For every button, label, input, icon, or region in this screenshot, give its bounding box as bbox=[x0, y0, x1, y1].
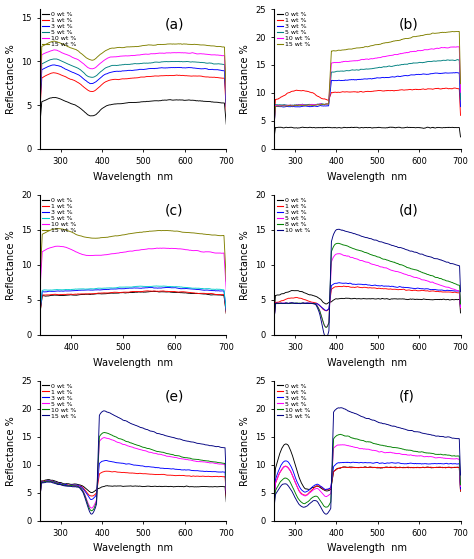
Y-axis label: Reflectance %: Reflectance % bbox=[240, 44, 250, 114]
X-axis label: Wavelength  nm: Wavelength nm bbox=[93, 172, 173, 182]
Text: (c): (c) bbox=[165, 203, 183, 217]
Legend: 0 wt %, 1 wt %, 3 wt %, 5 wt %, 10 wt %, 15 wt %: 0 wt %, 1 wt %, 3 wt %, 5 wt %, 10 wt %,… bbox=[42, 383, 77, 419]
Y-axis label: Reflectance %: Reflectance % bbox=[240, 230, 250, 300]
Legend: 0 wt %, 1 wt %, 3 wt %, 5 wt %, 8 wt %, 10 wt %: 0 wt %, 1 wt %, 3 wt %, 5 wt %, 8 wt %, … bbox=[276, 197, 311, 234]
X-axis label: Wavelength  nm: Wavelength nm bbox=[93, 543, 173, 553]
X-axis label: Wavelength  nm: Wavelength nm bbox=[328, 358, 407, 368]
Legend: 0 wt %, 1 wt %, 3 wt %, 5 wt %, 10 wt %, 15 wt %: 0 wt %, 1 wt %, 3 wt %, 5 wt %, 10 wt %,… bbox=[276, 383, 311, 419]
Legend: 0 wt %, 1 wt %, 3 wt %, 5 wt %, 10 wt %, 15 wt %: 0 wt %, 1 wt %, 3 wt %, 5 wt %, 10 wt %,… bbox=[42, 11, 77, 48]
Y-axis label: Reflectance %: Reflectance % bbox=[6, 44, 16, 114]
Legend: 0 wt %, 1 wt %, 3 wt %, 5 wt %, 10 wt %, 15 wt %: 0 wt %, 1 wt %, 3 wt %, 5 wt %, 10 wt %,… bbox=[42, 197, 77, 234]
Text: (a): (a) bbox=[165, 17, 184, 31]
X-axis label: Wavelength  nm: Wavelength nm bbox=[93, 358, 173, 368]
X-axis label: Wavelength  nm: Wavelength nm bbox=[328, 543, 407, 553]
Text: (e): (e) bbox=[165, 389, 184, 403]
Y-axis label: Reflectance %: Reflectance % bbox=[240, 416, 250, 486]
Y-axis label: Reflectance %: Reflectance % bbox=[6, 416, 16, 486]
Legend: 0 wt %, 1 wt %, 3 wt %, 5 wt %, 10 wt %, 15 wt %: 0 wt %, 1 wt %, 3 wt %, 5 wt %, 10 wt %,… bbox=[276, 11, 311, 48]
Y-axis label: Reflectance %: Reflectance % bbox=[6, 230, 16, 300]
Text: (f): (f) bbox=[399, 389, 415, 403]
Text: (d): (d) bbox=[399, 203, 419, 217]
Text: (b): (b) bbox=[399, 17, 419, 31]
X-axis label: Wavelength  nm: Wavelength nm bbox=[328, 172, 407, 182]
